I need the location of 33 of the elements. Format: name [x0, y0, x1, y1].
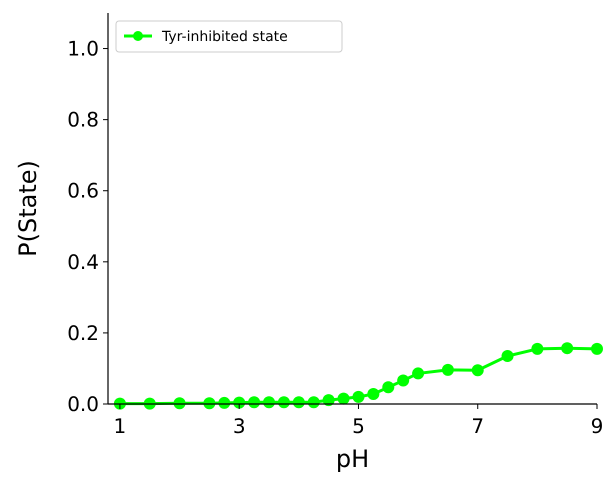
x-tick-label: 7 [471, 414, 484, 438]
point [442, 364, 454, 376]
point [263, 396, 276, 408]
x-tick-label: 9 [590, 414, 604, 438]
point [591, 342, 603, 355]
point [174, 397, 186, 410]
point [278, 396, 290, 408]
point [531, 342, 544, 355]
point [397, 374, 410, 387]
point [561, 342, 574, 354]
y-tick-label: 1.0 [67, 36, 99, 61]
point [382, 381, 394, 394]
x-tick-label: 5 [352, 414, 365, 438]
point [502, 350, 514, 362]
point [367, 388, 380, 400]
y-tick-label: 0.0 [67, 392, 99, 416]
point [322, 394, 335, 406]
point [338, 392, 350, 405]
point [472, 364, 484, 376]
point [248, 396, 260, 408]
y-tick-label: 0.8 [67, 108, 99, 132]
point [218, 396, 230, 409]
y-tick-label: 0.6 [67, 178, 99, 203]
point [412, 367, 424, 380]
legend-label: Tyr-inhibited state [161, 29, 288, 45]
x-axis-title: pH [336, 445, 370, 473]
y-tick-label: 0.4 [67, 250, 99, 274]
x-tick-label: 1 [114, 414, 126, 438]
y-axis-title: P(State) [14, 160, 42, 257]
point [203, 397, 216, 410]
x-tick-label: 3 [232, 414, 246, 438]
y-tick-label: 0.2 [67, 320, 99, 345]
point [352, 390, 364, 403]
